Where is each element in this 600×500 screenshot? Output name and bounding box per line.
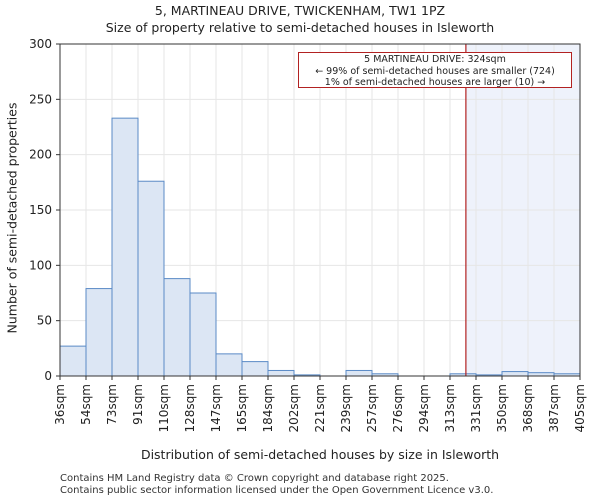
x-tick-label: 257sqm (365, 384, 379, 432)
bar (85, 288, 113, 377)
bar (215, 353, 243, 377)
bar (189, 292, 217, 377)
y-tick-label: 300 (29, 37, 52, 51)
y-tick-label: 150 (29, 203, 52, 217)
x-tick-label: 221sqm (313, 384, 327, 432)
x-tick-label: 36sqm (53, 384, 67, 425)
x-tick-label: 184sqm (261, 384, 275, 432)
annotation-title: 5 MARTINEAU DRIVE: 324sqm (364, 54, 506, 65)
y-tick-label: 0 (44, 369, 52, 383)
annotation-smaller: ← 99% of semi-detached houses are smalle… (315, 65, 555, 77)
x-tick-label: 147sqm (209, 384, 223, 432)
bars (59, 117, 581, 377)
x-tick-label: 294sqm (417, 384, 431, 432)
x-tick-label: 405sqm (573, 384, 587, 432)
y-tick-label: 50 (37, 314, 52, 328)
bar (241, 361, 269, 377)
x-axis-ticks: 36sqm 54sqm 73sqm 91sqm 110sqm 128sqm 147sqm 16… (53, 376, 587, 432)
bar (111, 117, 139, 377)
bar (345, 369, 373, 377)
x-tick-label: 313sqm (443, 384, 457, 432)
x-tick-label: 387sqm (547, 384, 561, 432)
x-tick-label: 239sqm (339, 384, 353, 432)
x-tick-label: 91sqm (131, 384, 145, 425)
footer-line-1: Contains HM Land Registry data © Crown c… (60, 473, 449, 484)
x-axis-label: Distribution of semi-detached houses by … (140, 447, 500, 462)
bar (59, 345, 87, 377)
x-tick-label: 54sqm (79, 384, 93, 425)
bar (163, 278, 191, 377)
x-tick-label: 110sqm (157, 384, 171, 432)
plot-frame (59, 43, 581, 377)
x-tick-label: 350sqm (495, 384, 509, 432)
x-tick-label: 202sqm (287, 384, 301, 432)
bar (137, 180, 165, 377)
x-tick-label: 368sqm (521, 384, 535, 432)
annotation-box: 5 MARTINEAU DRIVE: 324sqm ← 99% of semi-… (298, 52, 572, 88)
x-tick-label: 276sqm (391, 384, 405, 432)
x-tick-label: 73sqm (105, 384, 119, 425)
x-tick-label: 331sqm (469, 384, 483, 432)
x-tick-label: 165sqm (235, 384, 249, 432)
annotation-larger: 1% of semi-detached houses are larger (1… (324, 77, 546, 88)
bar (267, 369, 295, 377)
y-tick-label: 250 (29, 92, 52, 106)
y-tick-label: 200 (29, 148, 52, 162)
bar (501, 371, 529, 377)
y-tick-label: 100 (29, 258, 52, 272)
y-axis-label: Number of semi-detached properties (4, 102, 20, 334)
histogram-chart: 0 50 100 150 200 250 300 36sqm 54sqm 73sqm 91sqm 1… (29, 37, 587, 432)
x-tick-label: 128sqm (183, 384, 197, 432)
y-axis-ticks: 0 50 100 150 200 250 300 (29, 37, 60, 383)
footer-line-2: Contains public sector information licen… (60, 485, 494, 496)
chart-title: 5, MARTINEAU DRIVE, TWICKENHAM, TW1 1PZ (154, 3, 446, 18)
chart-subtitle: Size of property relative to semi-detach… (105, 20, 495, 35)
